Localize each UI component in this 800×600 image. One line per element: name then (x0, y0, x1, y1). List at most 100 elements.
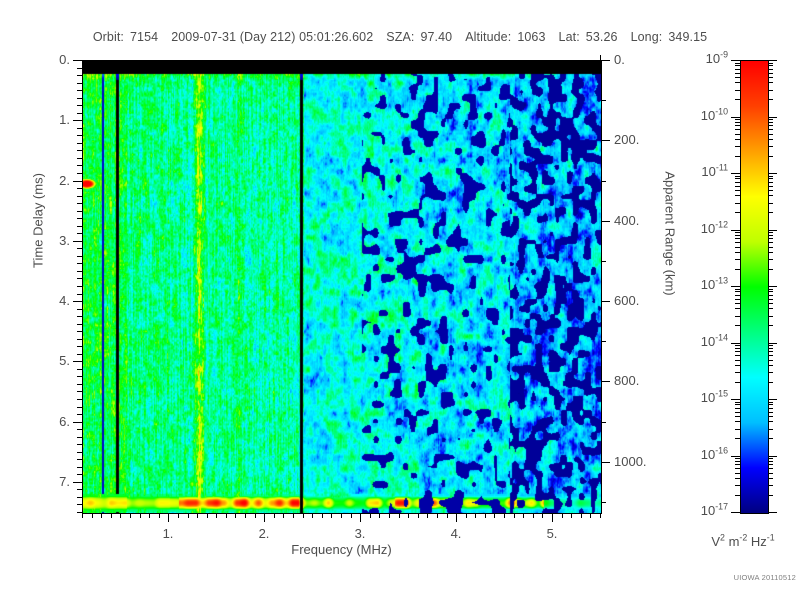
colorbar-tick (768, 464, 773, 465)
axis-tick (523, 513, 524, 518)
axis-tick (475, 513, 476, 518)
colorbar-tick (735, 232, 740, 233)
axis-tick (370, 513, 371, 518)
colorbar-tick (735, 416, 740, 417)
colorbar-tick (768, 134, 773, 135)
axis-tick (77, 407, 82, 408)
axis-tick (226, 513, 227, 518)
y-tick-label-right: 1000. (614, 454, 647, 469)
y-tick-label-left: 1. (59, 112, 70, 127)
axis-tick (77, 437, 82, 438)
colorbar-tick (768, 372, 773, 373)
colorbar-tick (768, 190, 773, 191)
axis-tick (101, 513, 102, 518)
axis-tick (77, 256, 82, 257)
colorbar-tick (735, 125, 740, 126)
colorbar-tick (768, 63, 773, 64)
axis-tick (77, 68, 82, 69)
axis-tick (533, 513, 534, 518)
colorbar-tick (768, 325, 773, 326)
axis-tick (77, 105, 82, 106)
colorbar-tick (768, 139, 773, 140)
axis-tick (77, 504, 82, 505)
colorbar-tick (731, 117, 740, 118)
y-tick-label-left: 5. (59, 353, 70, 368)
y-tick-label-left: 2. (59, 173, 70, 188)
unit-v-exponent: 2 (720, 532, 725, 543)
axis-tick (77, 346, 82, 347)
header-orbit-value: 7154 (129, 30, 159, 44)
colorbar-tick-exponent: -16 (715, 445, 728, 456)
axis-tick (130, 513, 131, 518)
axis-tick (77, 173, 82, 174)
axis-tick (456, 513, 457, 522)
colorbar-tick (768, 303, 773, 304)
colorbar-tick (768, 203, 773, 204)
axis-tick (418, 513, 419, 518)
axis-tick (399, 513, 400, 518)
colorbar-tick (735, 119, 740, 120)
colorbar-tick (768, 90, 773, 91)
axis-tick (571, 513, 572, 518)
colorbar-tick (768, 345, 773, 346)
axis-tick (77, 309, 82, 310)
axis-tick (552, 513, 553, 522)
colorbar-tick (735, 351, 740, 352)
unit-m-exponent: -2 (739, 532, 748, 543)
colorbar-tick (731, 286, 740, 287)
colorbar-tick (735, 303, 740, 304)
colorbar-tick (768, 242, 773, 243)
y-tick-label-left: 3. (59, 233, 70, 248)
colorbar-tick (731, 512, 740, 513)
axis-tick (77, 248, 82, 249)
colorbar-tick (768, 382, 773, 383)
colorbar-tick (768, 355, 773, 356)
axis-tick (77, 83, 82, 84)
axis-tick (77, 90, 82, 91)
colorbar-tick (768, 212, 773, 213)
colorbar-tick (768, 235, 773, 236)
colorbar-tick (768, 69, 773, 70)
colorbar-tick-label: 10-14 (664, 333, 728, 349)
colorbar-tick-exponent: -12 (715, 219, 728, 230)
colorbar-tick (735, 429, 740, 430)
unit-m: m (728, 534, 740, 549)
axis-tick (77, 414, 82, 415)
colorbar-tick (735, 122, 740, 123)
colorbar-tick (768, 146, 773, 147)
header-lat-key: Lat: (558, 30, 580, 44)
colorbar-tick-label: 10-9 (664, 50, 728, 66)
colorbar-tick (735, 82, 740, 83)
axis-tick (427, 513, 428, 518)
colorbar-tick (735, 478, 740, 479)
colorbar-tick (768, 404, 773, 405)
colorbar-tick (768, 230, 777, 231)
axis-tick (77, 135, 82, 136)
colorbar-tick (735, 382, 740, 383)
axis-tick (77, 467, 82, 468)
axis-tick (504, 513, 505, 518)
colorbar-tick-label: 10-12 (664, 219, 728, 236)
axis-tick (77, 188, 82, 189)
colorbar-tick (768, 402, 773, 403)
axis-tick (322, 513, 323, 518)
axis-tick (77, 143, 82, 144)
colorbar-tick (735, 99, 740, 100)
axis-tick (283, 513, 284, 518)
axis-tick (149, 513, 150, 518)
colorbar-tick (768, 232, 773, 233)
colorbar-tick (735, 73, 740, 74)
colorbar-tick (731, 60, 740, 61)
axis-tick (77, 150, 82, 151)
axis-tick (312, 513, 313, 518)
colorbar-tick (768, 195, 773, 196)
axis-tick (235, 513, 236, 518)
axis-tick (601, 301, 610, 302)
colorbar-tick (735, 139, 740, 140)
colorbar-tick (735, 156, 740, 157)
colorbar (740, 60, 769, 514)
colorbar-tick (768, 461, 773, 462)
colorbar-unit-label: V2 m-2 Hz-1 (686, 532, 800, 549)
axis-tick (73, 482, 82, 483)
